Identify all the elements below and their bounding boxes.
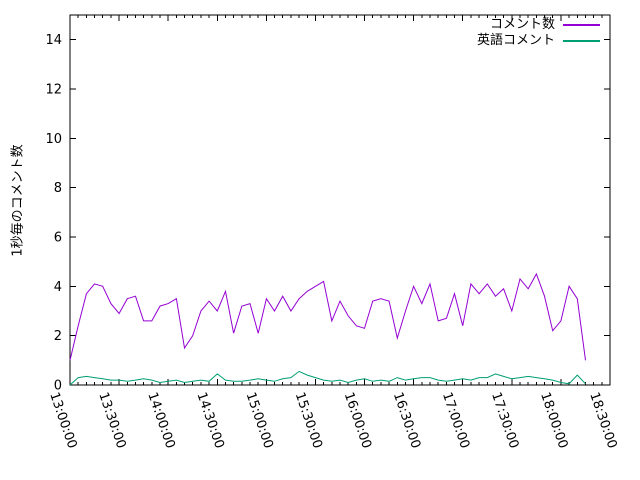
- y-axis-label: 1秒毎のコメント数: [10, 144, 26, 257]
- y-tick-label: 8: [54, 181, 62, 196]
- y-tick-label: 4: [54, 280, 62, 295]
- x-tick-label: 13:00:00: [46, 390, 79, 450]
- legend-label-comments: コメント数: [489, 17, 555, 32]
- x-tick-label: 15:00:00: [243, 390, 276, 450]
- x-tick-label: 15:30:00: [292, 390, 325, 450]
- legend-line-sample-green: [563, 40, 600, 42]
- y-tick-label: 0: [54, 379, 62, 394]
- legend-line-sample-purple: [563, 24, 600, 26]
- y-tick-label: 2: [54, 329, 62, 344]
- y-tick-label: 6: [54, 231, 62, 246]
- plot-border: [69, 14, 611, 386]
- x-tick-label: 18:00:00: [537, 390, 570, 450]
- legend-label-english-comments: 英語コメント: [476, 33, 555, 48]
- legend-entry-english-comments: 英語コメント: [340, 34, 600, 48]
- x-tick-label: 17:00:00: [439, 390, 472, 450]
- x-tick-label: 16:00:00: [341, 390, 374, 450]
- y-tick-label: 14: [45, 33, 62, 48]
- legend-entry-comments: コメント数: [340, 18, 600, 32]
- x-tick-label: 14:00:00: [144, 390, 177, 450]
- x-tick-label: 18:30:00: [586, 390, 619, 450]
- y-tick-label: 10: [45, 132, 62, 147]
- series-line-english-comments: [69, 370, 586, 386]
- x-tick-label: 14:30:00: [193, 390, 226, 450]
- y-tick-label: 12: [45, 83, 62, 98]
- x-tick-label: 16:30:00: [390, 390, 423, 450]
- x-tick-label: 17:30:00: [488, 390, 521, 450]
- series-line-comments: [69, 272, 586, 361]
- x-tick-label: 13:30:00: [95, 390, 128, 450]
